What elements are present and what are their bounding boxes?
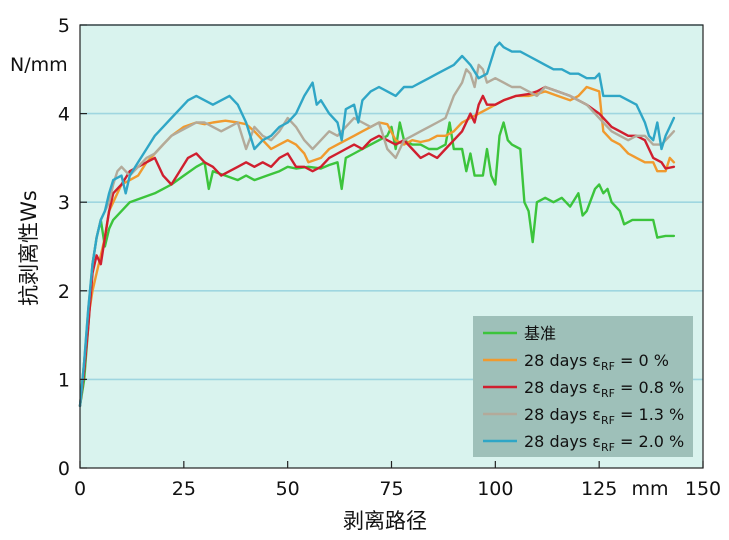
y-tick-label-2: 2 <box>58 281 70 303</box>
x-tick-label-5: 125 <box>581 478 617 500</box>
legend-label-2: 28 days εRF = 0.8 % <box>524 378 684 400</box>
x-tick-label-0: 0 <box>74 478 86 500</box>
series-line-0 <box>78 121 676 408</box>
legend-label-3: 28 days εRF = 1.3 % <box>524 405 684 427</box>
y-tick-label-3: 3 <box>58 192 70 214</box>
x-axis-title: 剥离路径 <box>343 509 427 533</box>
legend-label-1: 28 days εRF = 0 % <box>524 351 669 373</box>
y-tick-label-5: 5 <box>58 15 70 37</box>
x-tick-label-3: 75 <box>379 478 403 500</box>
x-unit-label: mm <box>631 478 668 500</box>
x-tick-label-1: 25 <box>172 478 196 500</box>
y-unit-label: N/mm <box>10 54 68 76</box>
series-line-4 <box>78 41 676 408</box>
y-tick-label-1: 1 <box>58 369 70 391</box>
legend-label-0: 基准 <box>524 324 556 343</box>
series-line-3 <box>78 63 676 408</box>
y-tick-label-4: 4 <box>58 104 70 126</box>
x-tick-label-4: 100 <box>477 478 513 500</box>
x-tick-label-2: 50 <box>276 478 300 500</box>
x-tick-label-6: 150 <box>685 478 721 500</box>
y-tick-label-0: 0 <box>58 458 70 480</box>
y-axis-title: 抗剥离性Ws <box>17 190 41 306</box>
legend-label-4: 28 days εRF = 2.0 % <box>524 432 684 454</box>
